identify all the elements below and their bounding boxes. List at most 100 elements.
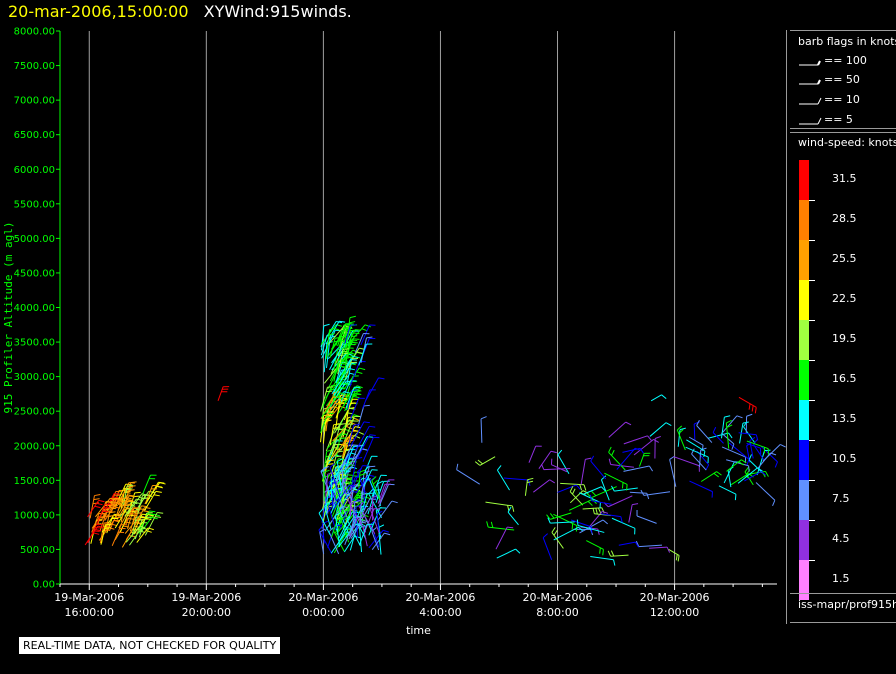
wind-barb: [103, 492, 121, 513]
y-tick-label: 1500.00: [14, 476, 55, 487]
barb-staff: [369, 507, 380, 534]
title-product: XYWind:915winds.: [203, 2, 352, 21]
barb-flag: [357, 484, 364, 487]
barb-flag: [123, 508, 130, 510]
barb-staff: [371, 531, 380, 551]
barb-flag: [677, 555, 680, 562]
wind-barb: [122, 484, 134, 506]
wind-barb: [618, 541, 639, 548]
colorbar-tick: [809, 200, 815, 201]
colorbar-label: 13.5: [832, 412, 857, 425]
chart-title: 20-mar-2006,15:00:00 XYWind:915winds.: [8, 2, 352, 21]
wind-barb: [338, 511, 359, 539]
barb-flag: [349, 315, 356, 319]
wind-barb: [321, 520, 329, 544]
barb-staff: [533, 479, 550, 493]
wind-barb: [340, 380, 357, 402]
barb-flag: [679, 427, 686, 431]
barb-staff: [753, 444, 765, 461]
barb-legend-label: == 50: [824, 73, 860, 86]
colorbar-tick: [809, 400, 815, 401]
barb-flag: [746, 459, 750, 466]
wind-barb: [87, 499, 105, 518]
barb-staff: [738, 396, 757, 408]
barb-flag: [112, 496, 119, 499]
barb-flag: [323, 469, 330, 473]
wind-barb: [336, 458, 343, 491]
barb-flag: [361, 328, 368, 332]
x-tick-label-date: 20-Mar-2006: [640, 591, 710, 604]
barb-flag: [635, 541, 639, 548]
wind-barb: [753, 439, 765, 461]
wind-barb: [718, 485, 737, 501]
wind-barb: [557, 449, 570, 475]
wind-barb: [217, 386, 230, 401]
barb-flag: [611, 485, 615, 492]
barb-flag: [746, 413, 753, 417]
barb-flag: [113, 502, 120, 505]
barb-flag: [349, 329, 356, 332]
barb-flag: [507, 505, 510, 512]
barb-flag: [369, 434, 376, 436]
barb-flag: [326, 390, 333, 393]
wind-barb: [722, 415, 743, 433]
barb-staff: [551, 464, 568, 473]
barb-staff: [636, 515, 657, 524]
barb-flag: [147, 527, 154, 531]
barb-flag: [159, 482, 166, 485]
barb-flag: [340, 392, 347, 396]
wind-barb: [485, 501, 515, 512]
barb-flag: [327, 386, 334, 388]
wind-barb: [579, 492, 601, 509]
wind-barb: [629, 491, 650, 500]
wind-barb: [345, 386, 361, 409]
barb-staff: [361, 493, 368, 513]
wind-barb: [349, 397, 365, 420]
wind-barb: [691, 448, 707, 471]
wind-barb: [480, 416, 487, 443]
wind-barb: [496, 465, 510, 491]
wind-barb: [590, 455, 607, 480]
barb-staff: [643, 491, 671, 496]
barb-staff: [755, 482, 776, 501]
barb-flag: [134, 501, 141, 505]
barb-staff: [338, 510, 351, 537]
wind-barb: [351, 456, 363, 483]
x-tick-label-date: 19-Mar-2006: [54, 591, 124, 604]
barb-flag: [352, 355, 359, 359]
barb-flag: [126, 498, 133, 502]
wind-barb: [569, 486, 584, 506]
colorbar-tick: [809, 320, 815, 321]
barb-flag: [346, 425, 353, 430]
barb-flag: [734, 494, 737, 501]
barb-staff: [349, 398, 360, 420]
grid-layer: [88, 31, 676, 584]
barb-flag: [327, 472, 334, 475]
wind-barb: [360, 324, 376, 346]
wind-barb: [321, 323, 330, 351]
barb-staff: [591, 500, 612, 505]
barb-flag: [678, 429, 684, 434]
barb-staff: [359, 498, 371, 521]
wind-barb: [341, 436, 353, 459]
wind-barb: [507, 506, 519, 526]
barb-flag: [546, 514, 551, 520]
barb-flag: [352, 444, 359, 446]
barb-staff: [363, 469, 373, 487]
wind-barb: [362, 436, 380, 462]
barb-flag: [93, 532, 100, 535]
barb-flag: [356, 351, 363, 354]
barb-flag: [601, 486, 606, 492]
barb-flag: [342, 348, 349, 351]
barb-staff: [553, 526, 579, 541]
barb-flag: [547, 517, 551, 524]
barb-flag: [116, 502, 123, 505]
barb-staff: [586, 540, 604, 550]
barb-flag: [129, 485, 136, 487]
wind-barb: [755, 482, 776, 506]
wind-barb: [707, 432, 733, 439]
wind-barb: [345, 329, 362, 349]
barb-staff: [121, 528, 134, 548]
barb-flag: [338, 377, 345, 380]
barb-staff: [485, 501, 513, 507]
